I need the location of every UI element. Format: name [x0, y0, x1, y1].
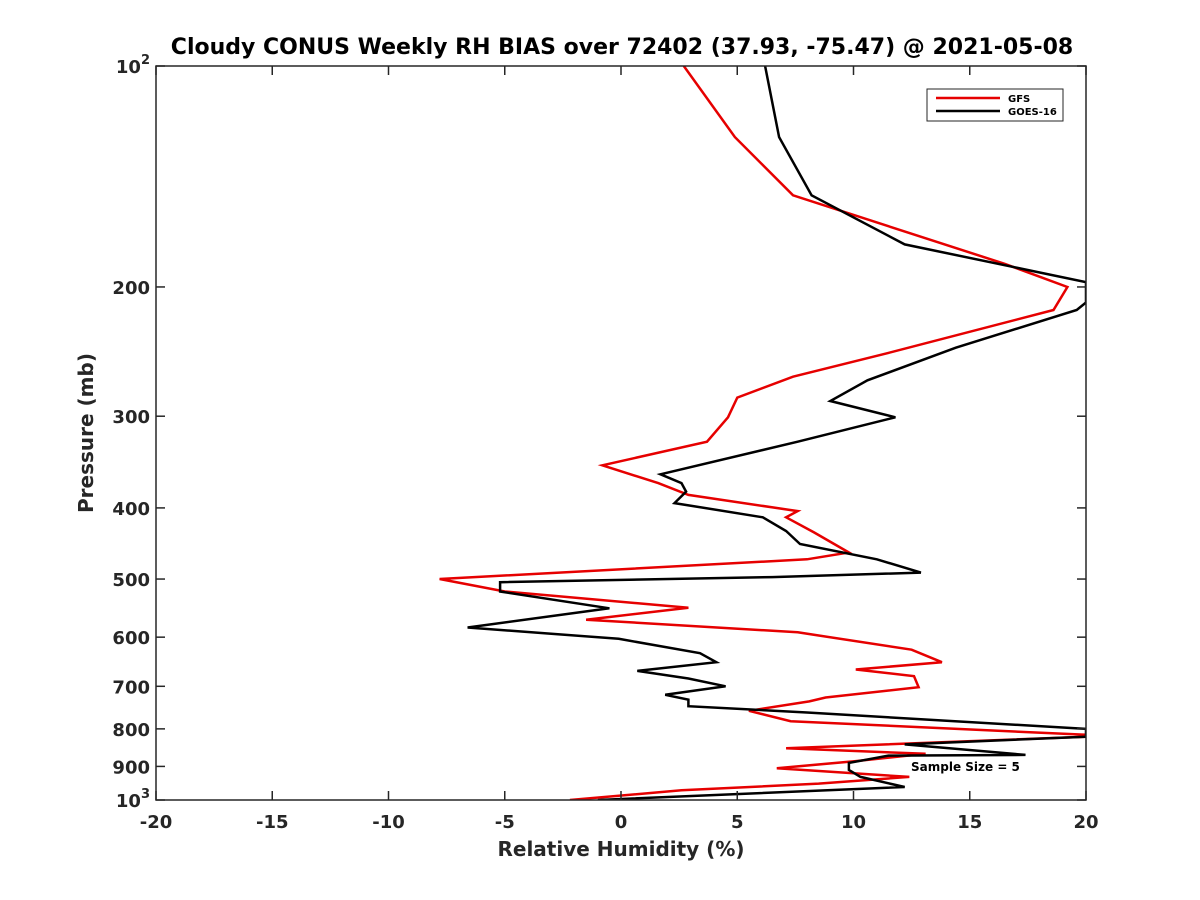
y-tick-label: 300 [112, 407, 150, 428]
x-axis-label: Relative Humidity (%) [497, 837, 744, 861]
y-tick-label: 500 [112, 570, 150, 591]
legend: GFS GOES-16 [926, 88, 1064, 122]
y-tick-label: 800 [112, 720, 150, 741]
sample-size-annotation: Sample Size = 5 [911, 760, 1020, 774]
x-tick-label: 20 [1073, 812, 1098, 833]
chart-title: Cloudy CONUS Weekly RH BIAS over 72402 (… [171, 35, 1073, 60]
y-axis: 102 200 300 400 500 600 700 800 900 103 [112, 53, 1086, 812]
x-tick-label: -15 [256, 812, 289, 833]
x-tick-label: 10 [841, 812, 866, 833]
legend-label-gfs: GFS [1008, 94, 1030, 105]
y-tick-label: 200 [112, 278, 150, 299]
y-tick-label: 103 [116, 787, 150, 812]
y-tick-label: 102 [116, 53, 150, 78]
y-tick-label: 600 [112, 628, 150, 649]
x-tick-label: -20 [140, 812, 173, 833]
x-tick-label: -5 [495, 812, 515, 833]
series-layer [439, 66, 1086, 800]
x-tick-label: 15 [957, 812, 982, 833]
y-tick-label: 400 [112, 499, 150, 520]
y-tick-label: 900 [112, 757, 150, 778]
x-tick-label: 0 [615, 812, 628, 833]
series-line-gfs [439, 66, 1086, 800]
series-line-goes16 [467, 66, 1086, 800]
plot-area [155, 65, 1087, 801]
legend-box [926, 88, 1064, 122]
legend-label-goes16: GOES-16 [1008, 107, 1057, 118]
x-axis: -20 -15 -10 -5 0 5 10 15 20 [140, 66, 1099, 833]
y-axis-label: Pressure (mb) [74, 353, 98, 513]
x-tick-label: 5 [731, 812, 744, 833]
y-tick-label: 700 [112, 677, 150, 698]
x-tick-label: -10 [372, 812, 405, 833]
plot-frame [155, 65, 1087, 801]
